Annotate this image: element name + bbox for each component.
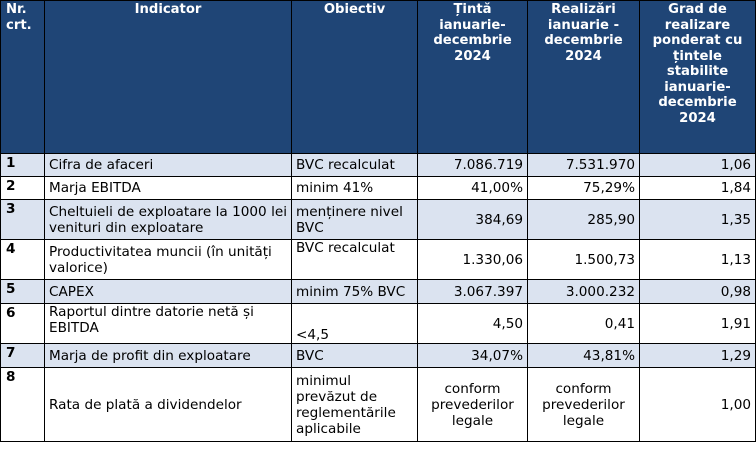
objective-cell: BVC recalculat (291, 239, 418, 280)
actual-cell: 1.500,73 (527, 239, 640, 280)
table-row: 4 Productivitatea muncii (în unități val… (0, 239, 756, 280)
actual-cell: 285,90 (527, 199, 640, 240)
actual-cell: 0,41 (527, 303, 640, 344)
objective-cell: minimul prevăzut de reglementările aplic… (291, 367, 418, 442)
row-number: 5 (0, 279, 45, 304)
actual-cell: 3.000.232 (527, 279, 640, 304)
table-row: 7 Marja de profit din exploatare BVC 34,… (0, 343, 756, 368)
target-cell: 1.330,06 (417, 239, 528, 280)
row-number: 2 (0, 176, 45, 200)
achievement-cell: 0,98 (639, 279, 756, 304)
target-cell: 34,07% (417, 343, 528, 368)
row-number: 8 (0, 367, 45, 442)
target-cell: conform prevederilor legale (417, 367, 528, 442)
indicator-cell: Marja EBITDA (44, 176, 292, 200)
actual-cell: conform prevederilor legale (527, 367, 640, 442)
target-cell: 3.067.397 (417, 279, 528, 304)
objective-cell: <4,5 (291, 303, 418, 344)
header-nr-crt: Nr. crt. (0, 0, 45, 154)
achievement-cell: 1,13 (639, 239, 756, 280)
indicator-cell: Cheltuieli de exploatare la 1000 lei ven… (44, 199, 292, 240)
objective-cell: BVC (291, 343, 418, 368)
row-number: 1 (0, 153, 45, 177)
indicator-cell: Raportul dintre datorie netă și EBITDA (44, 303, 292, 344)
objective-cell: minim 75% BVC (291, 279, 418, 304)
objective-cell: BVC recalculat (291, 153, 418, 177)
achievement-cell: 1,91 (639, 303, 756, 344)
achievement-cell: 1,06 (639, 153, 756, 177)
target-cell: 7.086.719 (417, 153, 528, 177)
table-row: 1 Cifra de afaceri BVC recalculat 7.086.… (0, 153, 756, 177)
actual-cell: 75,29% (527, 176, 640, 200)
header-grad-realizare: Grad de realizare ponderat cu țintele st… (639, 0, 756, 154)
target-cell: 4,50 (417, 303, 528, 344)
achievement-cell: 1,35 (639, 199, 756, 240)
achievement-cell: 1,29 (639, 343, 756, 368)
header-obiectiv: Obiectiv (291, 0, 418, 154)
table-row: 8 Rata de plată a dividendelor minimul p… (0, 367, 756, 442)
indicator-cell: Cifra de afaceri (44, 153, 292, 177)
target-cell: 384,69 (417, 199, 528, 240)
actual-cell: 43,81% (527, 343, 640, 368)
table-row: 2 Marja EBITDA minim 41% 41,00% 75,29% 1… (0, 176, 756, 200)
objective-cell: minim 41% (291, 176, 418, 200)
kpi-table: Nr. crt. Indicator Obiectiv Țintă ianuar… (0, 0, 756, 442)
header-tinta: Țintă ianuarie-decembrie 2024 (417, 0, 528, 154)
row-number: 4 (0, 239, 45, 280)
target-cell: 41,00% (417, 176, 528, 200)
row-number: 6 (0, 303, 45, 344)
actual-cell: 7.531.970 (527, 153, 640, 177)
table-row: 6 Raportul dintre datorie netă și EBITDA… (0, 303, 756, 344)
objective-cell: menținere nivel BVC (291, 199, 418, 240)
header-indicator: Indicator (44, 0, 292, 154)
indicator-cell: Productivitatea muncii (în unități valor… (44, 239, 292, 280)
achievement-cell: 1,84 (639, 176, 756, 200)
indicator-cell: Marja de profit din exploatare (44, 343, 292, 368)
indicator-cell: Rata de plată a dividendelor (44, 367, 292, 442)
header-realizari: Realizări ianuarie - decembrie 2024 (527, 0, 640, 154)
table-row: 3 Cheltuieli de exploatare la 1000 lei v… (0, 199, 756, 240)
table-row: 5 CAPEX minim 75% BVC 3.067.397 3.000.23… (0, 279, 756, 304)
header-row: Nr. crt. Indicator Obiectiv Țintă ianuar… (0, 0, 756, 154)
row-number: 3 (0, 199, 45, 240)
row-number: 7 (0, 343, 45, 368)
indicator-cell: CAPEX (44, 279, 292, 304)
achievement-cell: 1,00 (639, 367, 756, 442)
